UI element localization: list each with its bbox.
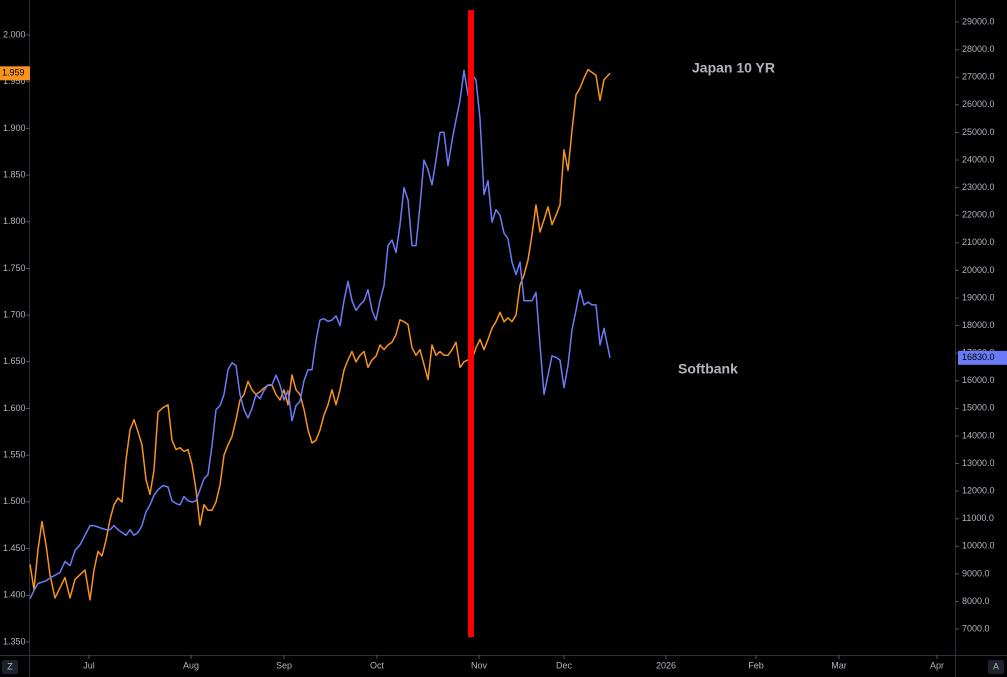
- button-label[interactable]: A: [993, 661, 999, 671]
- button[interactable]: [988, 660, 1004, 674]
- y2-tick-label: 7000.0: [962, 623, 990, 633]
- y-tick-label: 1.800: [3, 216, 26, 226]
- line: [29, 69, 611, 600]
- y-tick-label: 1.900: [3, 123, 26, 133]
- y2-tick-label: 14000.0: [962, 430, 995, 440]
- y-tick-label: 1.600: [3, 403, 26, 413]
- y-tick-label: 1.550: [3, 450, 26, 460]
- y-tick-label: 1.450: [3, 543, 26, 553]
- y2-tick-label: 21000.0: [962, 237, 995, 247]
- y2-tick-label: 25000.0: [962, 127, 995, 137]
- y2-tick-label: 18000.0: [962, 320, 995, 330]
- line: [29, 68, 611, 601]
- button[interactable]: [2, 660, 18, 674]
- y2-tick-label: 11000.0: [962, 513, 994, 523]
- x-tick-label: Dec: [556, 660, 573, 670]
- y-tick-label: 1.400: [3, 590, 26, 600]
- y2-tick-label: 26000.0: [962, 99, 995, 109]
- x-tick-label: 2026: [656, 660, 676, 670]
- y2-tick-label: 8000.0: [962, 596, 990, 606]
- y-tick-label: 1.750: [3, 263, 26, 273]
- y2-tick-label: 27000.0: [962, 72, 995, 82]
- y2-tick-label: 22000.0: [962, 210, 995, 220]
- y2-tick-label: 19000.0: [962, 292, 995, 302]
- y-tick-label: 1.650: [3, 356, 26, 366]
- x-tick-label: Nov: [471, 660, 488, 670]
- y2-tick-label: 13000.0: [962, 458, 995, 468]
- last-value-tag: [958, 350, 1007, 365]
- y2-tick-label: 20000.0: [962, 265, 995, 275]
- y2-tick-label: 16000.0: [962, 375, 995, 385]
- series-label: Softbank: [678, 361, 738, 377]
- y-tick-label: 1.850: [3, 169, 26, 179]
- x-tick-label: Sep: [276, 660, 292, 670]
- x-tick-label: Mar: [831, 660, 847, 670]
- y2-tick-label: 28000.0: [962, 44, 995, 54]
- event-marker: [468, 10, 474, 637]
- y-tick-label: 1.350: [3, 636, 26, 646]
- y2-tick-label: 9000.0: [962, 568, 990, 578]
- last-value-label: 1.959: [2, 68, 25, 78]
- y2-tick-label: 15000.0: [962, 403, 995, 413]
- x-tick-label: Oct: [370, 660, 385, 670]
- y2-tick-label: 29000.0: [962, 16, 995, 26]
- y-tick-label: 1.500: [3, 496, 26, 506]
- y-tick-label: 1.700: [3, 310, 26, 320]
- y2-tick-label: 23000.0: [962, 182, 995, 192]
- y2-tick-label: 10000.0: [962, 541, 995, 551]
- x-tick-label: Apr: [930, 660, 944, 670]
- x-tick-label: Jul: [83, 660, 95, 670]
- y-tick-label: 1.950: [3, 76, 26, 86]
- y2-tick-label: 24000.0: [962, 154, 995, 164]
- series-label: Japan 10 YR: [692, 60, 775, 76]
- y2-tick-label: 12000.0: [962, 485, 995, 495]
- button-label[interactable]: Z: [7, 661, 13, 671]
- last-value-label: 16830.0: [962, 352, 995, 362]
- x-tick-label: Aug: [183, 660, 199, 670]
- plot: [29, 68, 611, 601]
- last-value-tag: [0, 66, 30, 81]
- y-tick-label: 2.000: [3, 29, 26, 39]
- x-tick-label: Feb: [748, 660, 764, 670]
